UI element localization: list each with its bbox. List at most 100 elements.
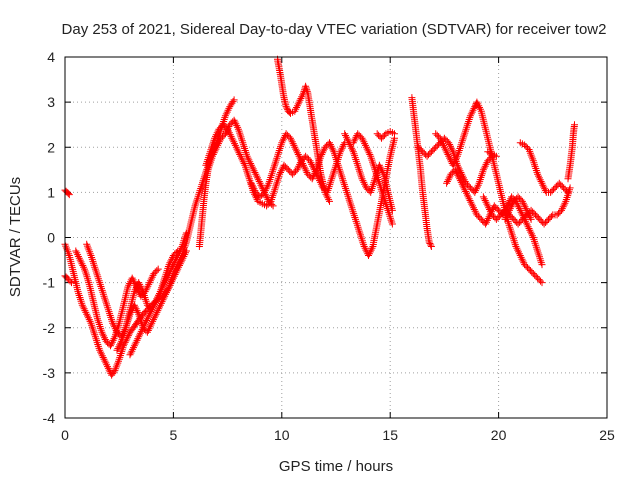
data-point <box>219 121 227 129</box>
data-point <box>211 147 219 155</box>
data-point <box>294 151 302 158</box>
data-point <box>366 151 374 158</box>
data-point <box>148 319 156 327</box>
data-point <box>221 122 229 130</box>
data-point <box>167 266 175 274</box>
data-point <box>153 267 161 275</box>
data-point <box>482 160 490 168</box>
data-point <box>476 104 483 111</box>
data-point <box>519 199 527 207</box>
data-point <box>537 257 545 265</box>
data-point <box>296 96 304 104</box>
data-point <box>461 186 469 194</box>
data-point <box>558 206 565 214</box>
data-point <box>107 340 115 348</box>
data-point <box>130 344 137 352</box>
data-point <box>86 317 94 325</box>
data-point <box>78 260 86 268</box>
data-point <box>563 187 570 195</box>
data-point <box>137 327 145 335</box>
data-point <box>277 169 284 176</box>
data-point <box>538 279 546 287</box>
y-axis-label: SDTVAR / TECUs <box>7 177 24 297</box>
data-point <box>380 131 388 139</box>
data-point <box>300 163 308 171</box>
data-point <box>166 268 174 276</box>
data-point <box>358 134 366 142</box>
data-point <box>454 171 462 179</box>
data-point <box>522 262 530 270</box>
data-point <box>256 193 264 201</box>
data-point <box>433 142 441 150</box>
data-point <box>138 286 146 294</box>
data-point <box>370 179 378 187</box>
data-point <box>131 303 139 311</box>
data-point <box>215 125 223 133</box>
data-point <box>252 188 260 196</box>
data-point <box>98 328 106 336</box>
data-point <box>141 320 149 328</box>
data-point <box>154 293 162 301</box>
data-point <box>547 188 555 196</box>
data-point <box>104 339 112 347</box>
data-point <box>525 225 533 232</box>
data-point <box>289 170 297 178</box>
data-point <box>345 196 353 204</box>
data-point <box>373 130 381 138</box>
data-point <box>195 190 203 198</box>
data-point <box>521 141 529 149</box>
data-point <box>484 202 492 210</box>
data-point <box>474 212 482 220</box>
data-point <box>359 136 367 144</box>
data-point <box>146 277 154 285</box>
data-point <box>72 247 80 255</box>
data-point <box>152 297 160 305</box>
data-point <box>530 209 538 217</box>
data-point <box>467 110 475 118</box>
data-point <box>103 361 111 369</box>
data-point <box>473 211 481 219</box>
data-point <box>144 313 152 321</box>
data-point <box>110 335 118 343</box>
data-point <box>275 148 283 156</box>
data-point <box>528 232 536 240</box>
data-point <box>104 363 111 371</box>
data-point <box>516 206 524 214</box>
data-point <box>448 146 456 154</box>
data-point <box>243 152 251 160</box>
x-tick-label: 25 <box>599 427 615 443</box>
data-point <box>378 167 386 175</box>
data-point <box>451 158 459 166</box>
data-point <box>248 181 256 189</box>
data-point <box>293 104 300 111</box>
data-point <box>132 305 140 313</box>
data-point <box>466 197 474 204</box>
data-point <box>284 166 292 174</box>
data-point <box>444 151 452 158</box>
data-point <box>472 187 480 195</box>
data-point <box>84 312 91 320</box>
y-tick-label: -3 <box>43 365 56 381</box>
data-point <box>514 220 522 228</box>
data-point <box>130 342 138 350</box>
data-point <box>526 149 534 157</box>
data-point <box>152 310 160 318</box>
data-point <box>537 178 545 185</box>
data-point <box>469 106 477 114</box>
data-point <box>162 290 170 298</box>
data-point <box>427 241 435 249</box>
data-point <box>462 125 470 133</box>
data-point <box>132 338 140 346</box>
data-point <box>233 122 241 130</box>
data-point <box>127 308 135 316</box>
data-point <box>177 244 185 252</box>
data-point <box>473 98 481 106</box>
x-tick-label: 0 <box>61 427 69 443</box>
data-point <box>379 169 387 176</box>
data-point <box>227 132 235 140</box>
data-point <box>539 181 547 189</box>
data-point <box>437 136 445 144</box>
data-point <box>515 250 523 258</box>
data-point <box>433 131 441 139</box>
data-point <box>147 308 155 315</box>
